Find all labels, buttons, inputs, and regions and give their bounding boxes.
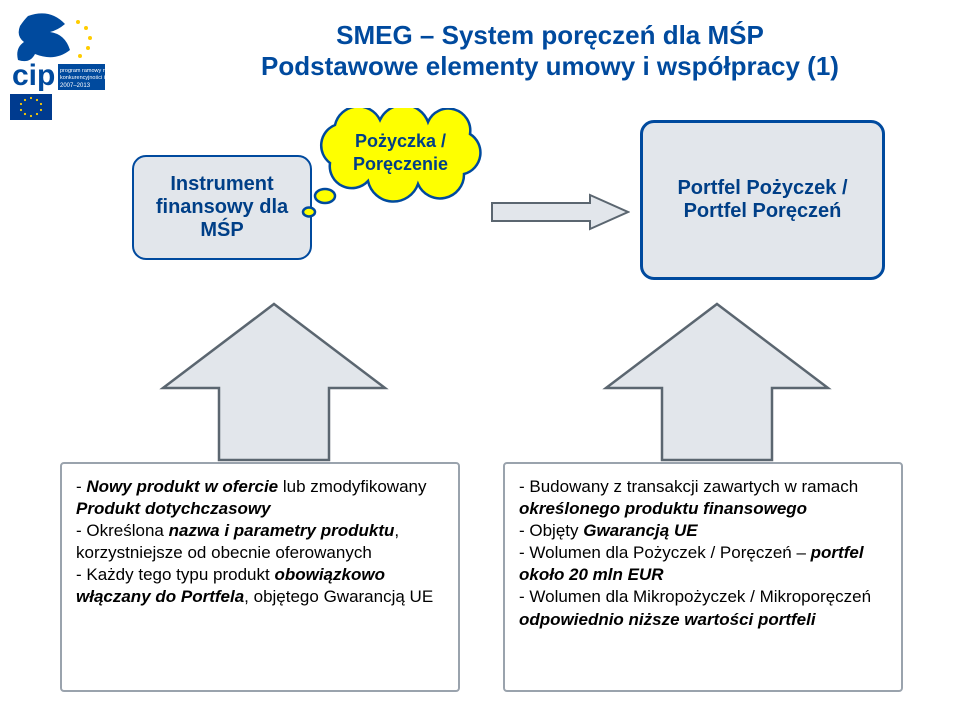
cloud-text: Pożyczka / Poręczenie <box>333 130 468 175</box>
svg-text:konkurencyjności i innowacji: konkurencyjności i innowacji <box>60 75 105 81</box>
svg-text:program ramowy na rzecz: program ramowy na rzecz <box>60 68 105 74</box>
cloud-line1: Pożyczka / <box>355 131 446 151</box>
box-portfel: Portfel Pożyczek / Portfel Poręczeń <box>640 120 885 280</box>
up-arrow-right <box>600 300 835 465</box>
info-left-item2: - Określona nazwa i parametry produktu, … <box>76 520 444 564</box>
info-left-item1: - Nowy produkt w ofercie lub zmodyfikowa… <box>76 476 444 520</box>
box-instrument: Instrument finansowy dla MŚP <box>132 155 312 260</box>
cloud-line2: Poręczenie <box>353 154 448 174</box>
box-portfel-label: Portfel Pożyczek / Portfel Poręczeń <box>653 177 872 223</box>
info-right: - Budowany z transakcji zawartych w rama… <box>503 462 903 692</box>
info-left: - Nowy produkt w ofercie lub zmodyfikowa… <box>60 462 460 692</box>
arrow-flow <box>490 193 630 231</box>
title-line1: SMEG – System poręczeń dla MŚP <box>240 20 860 51</box>
box-instrument-label: Instrument finansowy dla MŚP <box>140 173 304 242</box>
svg-text:cip: cip <box>12 59 55 92</box>
info-right-item1: - Budowany z transakcji zawartych w rama… <box>519 476 887 520</box>
page-title: SMEG – System poręczeń dla MŚP Podstawow… <box>240 20 860 82</box>
svg-text:2007–2013: 2007–2013 <box>60 83 91 89</box>
cip-logo: cip program ramowy na rzecz konkurencyjn… <box>10 12 105 122</box>
info-left-item3: - Każdy tego typu produkt obowiązkowo wł… <box>76 564 444 608</box>
info-right-item4: - Wolumen dla Mikropożyczek / Mikroporęc… <box>519 586 887 630</box>
info-right-item2: - Objęty Gwarancją UE <box>519 520 887 542</box>
up-arrow-left <box>157 300 392 465</box>
info-right-item3: - Wolumen dla Pożyczek / Poręczeń – port… <box>519 542 887 586</box>
title-line2: Podstawowe elementy umowy i współpracy (… <box>240 51 860 82</box>
